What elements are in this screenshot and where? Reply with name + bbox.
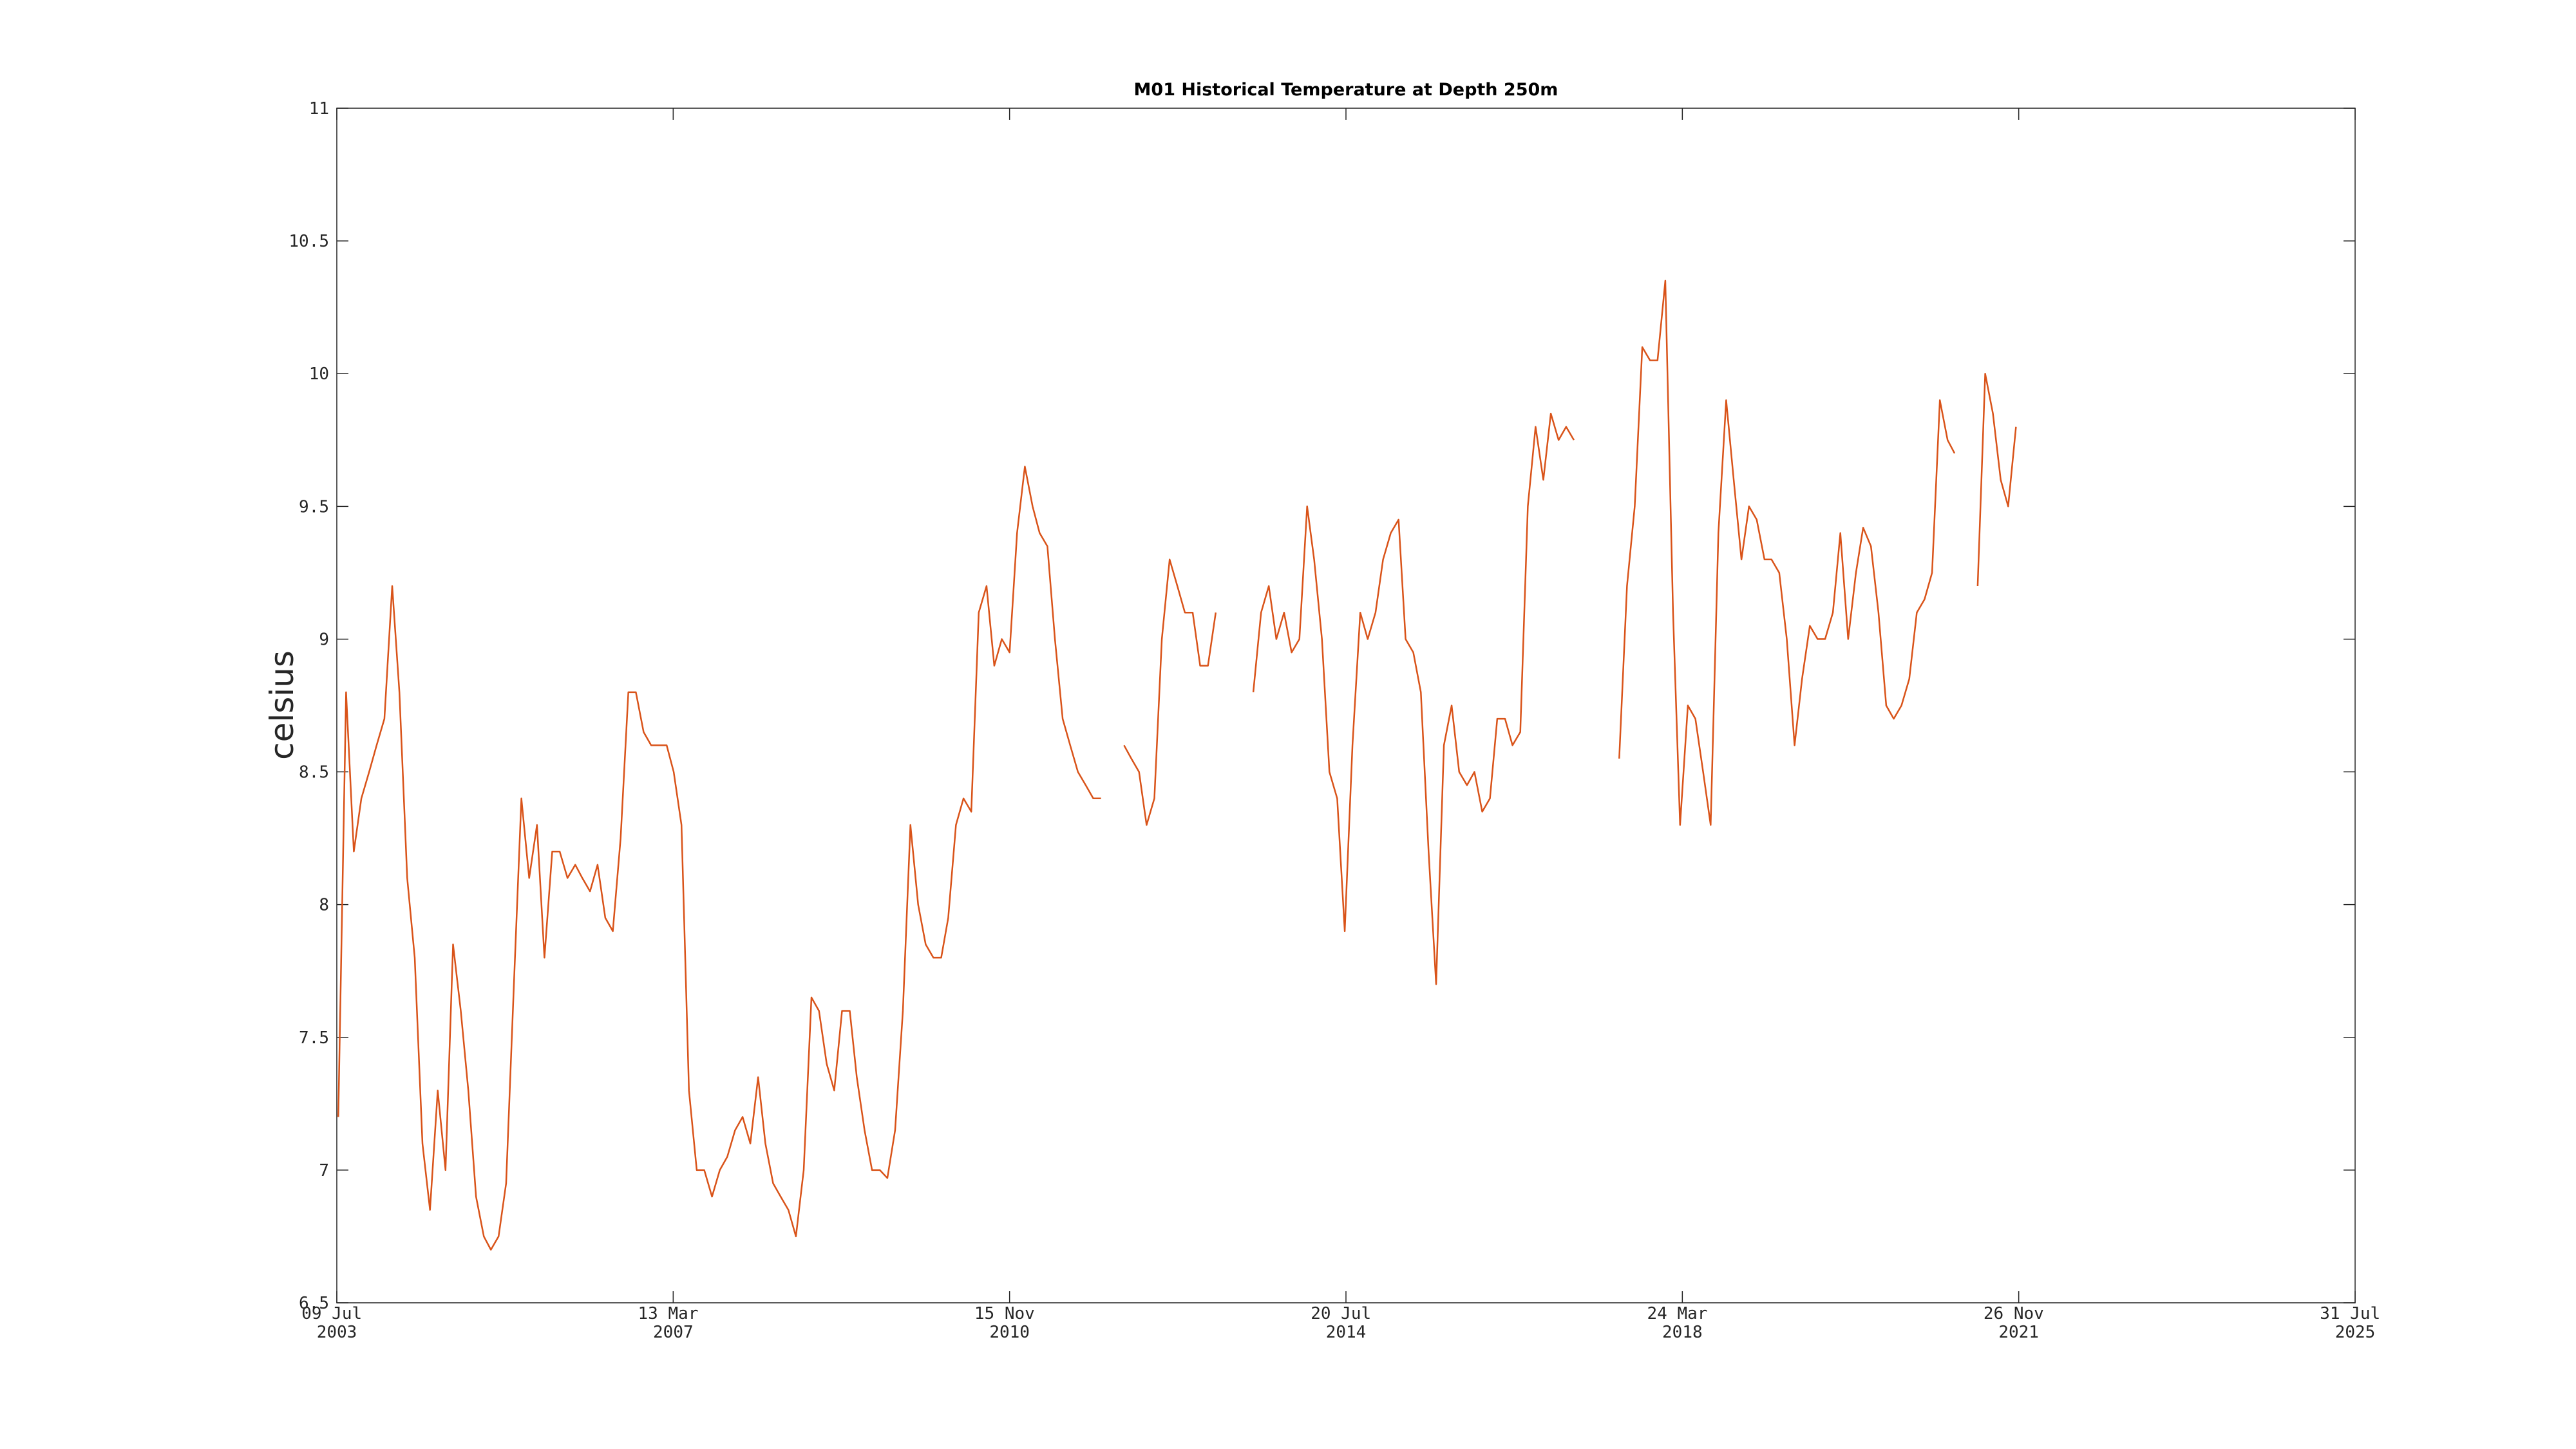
y-tick-label: 8.5 <box>299 763 329 782</box>
y-tick-label: 9.5 <box>299 497 329 516</box>
y-tick-label: 10.5 <box>289 232 329 251</box>
x-tick-label: 31 Jul 2025 <box>2320 1304 2391 1342</box>
y-tick-label: 6.5 <box>299 1294 329 1313</box>
y-tick-label: 10 <box>309 365 329 384</box>
tick-line: 2007 <box>653 1323 694 1342</box>
data-line <box>337 279 2017 1251</box>
y-axis-label: celsius <box>263 650 301 760</box>
tick-line: 2003 <box>317 1323 357 1342</box>
x-tick-label: 13 Mar 2007 <box>638 1304 709 1342</box>
y-tick-label: 9 <box>319 630 329 649</box>
tick-line: 2010 <box>989 1323 1030 1342</box>
x-tick-label: 09 Jul 2003 <box>301 1304 372 1342</box>
tick-line: 24 Mar <box>1647 1304 1718 1323</box>
tick-line: 2025 <box>2335 1323 2376 1342</box>
x-tick-label: 26 Nov 2021 <box>1984 1304 2054 1342</box>
tick-line: 2018 <box>1662 1323 1703 1342</box>
tick-line: 26 Nov <box>1984 1304 2054 1323</box>
tick-line: 2014 <box>1326 1323 1367 1342</box>
x-tick-label: 20 Jul 2014 <box>1311 1304 1381 1342</box>
tick-line: 2021 <box>1998 1323 2039 1342</box>
tick-line: 31 Jul <box>2320 1304 2391 1323</box>
tick-line: 20 Jul <box>1311 1304 1381 1323</box>
axes-box <box>336 108 2356 1303</box>
tick-line: 13 Mar <box>638 1304 709 1323</box>
x-tick-label: 15 Nov 2010 <box>974 1304 1045 1342</box>
tick-line: 15 Nov <box>974 1304 1045 1323</box>
chart-title: M01 Historical Temperature at Depth 250m <box>1134 80 1558 100</box>
x-tick-label: 24 Mar 2018 <box>1647 1304 1718 1342</box>
y-tick-label: 7 <box>319 1161 329 1180</box>
tick-line: 09 Jul <box>301 1304 372 1323</box>
y-tick-label: 8 <box>319 896 329 915</box>
y-tick-label: 11 <box>309 99 329 118</box>
y-tick-label: 7.5 <box>299 1028 329 1048</box>
